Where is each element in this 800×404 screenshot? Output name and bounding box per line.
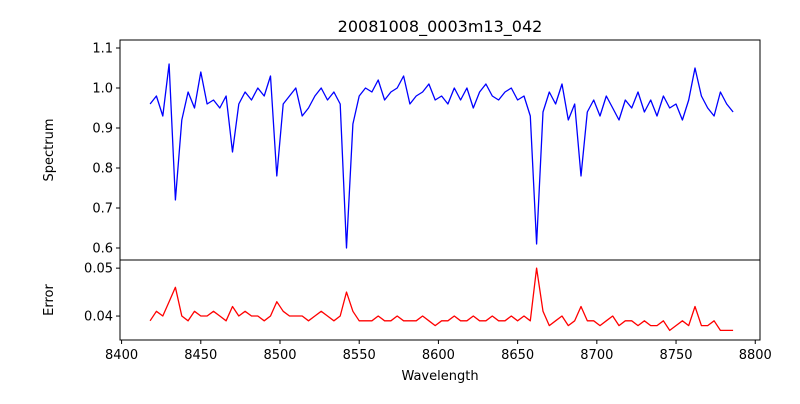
x-tick-label: 8650 bbox=[501, 348, 534, 363]
y-tick-label: 0.7 bbox=[92, 202, 113, 217]
top-ylabel: Spectrum bbox=[42, 119, 57, 182]
spectrum-line bbox=[149, 63, 734, 249]
y-tick-label: 0.04 bbox=[84, 310, 113, 325]
bottom-ylabel: Error bbox=[42, 284, 57, 316]
error-line bbox=[149, 267, 734, 332]
spectrum-axes-frame bbox=[119, 39, 761, 261]
x-tick-label: 8800 bbox=[739, 348, 772, 363]
y-tick-label: 0.8 bbox=[92, 162, 113, 177]
x-tick-label: 8450 bbox=[184, 348, 217, 363]
x-tick-label: 8600 bbox=[422, 348, 455, 363]
y-tick-label: 0.05 bbox=[84, 262, 113, 277]
x-tick-label: 8500 bbox=[263, 348, 296, 363]
x-tick-label: 8750 bbox=[659, 348, 692, 363]
chart-title: 20081008_0003m13_042 bbox=[338, 17, 543, 37]
error-axes-frame bbox=[119, 259, 761, 341]
x-tick-label: 8550 bbox=[343, 348, 376, 363]
x-tick-label: 8400 bbox=[105, 348, 138, 363]
y-tick-label: 0.9 bbox=[92, 122, 113, 137]
y-tick-label: 0.6 bbox=[92, 242, 113, 257]
x-tick-label: 8700 bbox=[580, 348, 613, 363]
y-tick-label: 1.1 bbox=[92, 42, 113, 57]
y-tick-label: 1.0 bbox=[92, 82, 113, 97]
xlabel: Wavelength bbox=[401, 369, 478, 384]
